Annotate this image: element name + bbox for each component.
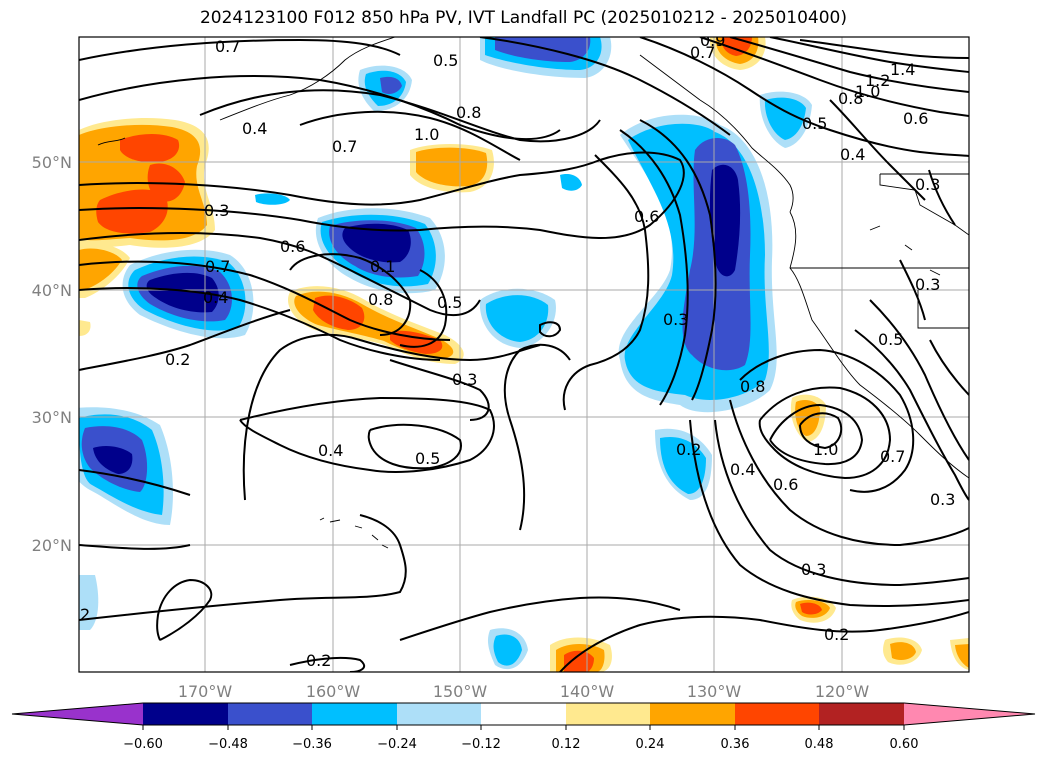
colorbar-bin bbox=[566, 703, 650, 725]
colorbar-bin bbox=[819, 703, 904, 725]
contour-label: 0.8 bbox=[838, 89, 863, 108]
contour-label: 1.4 bbox=[890, 60, 915, 79]
contour-label: 0.3 bbox=[452, 370, 477, 389]
contour-label: 0.6 bbox=[634, 207, 659, 226]
shaded-fields bbox=[79, 37, 969, 672]
contour-label: 0.7 bbox=[332, 137, 357, 156]
colorbar-tick-label: 0.12 bbox=[552, 737, 581, 752]
contour-label: 0.1 bbox=[370, 257, 395, 276]
contour-label: 0.3 bbox=[204, 201, 229, 220]
colorbar-tick-label: −0.24 bbox=[377, 737, 417, 752]
colorbar-extend-min bbox=[12, 703, 143, 725]
colorbar: −0.60 −0.48 −0.36 −0.24 −0.12 0.12 0.24 … bbox=[11, 702, 1036, 752]
contour-label: 0.3 bbox=[915, 275, 940, 294]
contour-label: 0.3 bbox=[930, 490, 955, 509]
contour-label: 0.5 bbox=[433, 51, 458, 70]
contour-label: 0.6 bbox=[773, 475, 798, 494]
map-background bbox=[79, 37, 969, 672]
longitude-labels: 170°W 160°W 150°W 140°W 130°W 120°W bbox=[178, 682, 870, 701]
contour-label: 0.3 bbox=[663, 310, 688, 329]
contour-label: 0.2 bbox=[676, 440, 701, 459]
contour-label: 0.4 bbox=[840, 145, 865, 164]
colorbar-tick-label: 0.36 bbox=[721, 737, 750, 752]
contour-label: 0.2 bbox=[824, 625, 849, 644]
contour-label: 0.4 bbox=[242, 119, 267, 138]
contour-label: 0.8 bbox=[368, 290, 393, 309]
map-title: 2024123100 F012 850 hPa PV, IVT Landfall… bbox=[199, 8, 847, 28]
contour-label: 0.2 bbox=[165, 350, 190, 369]
colorbar-tick-label: 0.24 bbox=[636, 737, 665, 752]
colorbar-bin bbox=[481, 703, 566, 725]
contour-label: 0.6 bbox=[903, 109, 928, 128]
contour-label: 0.3 bbox=[915, 175, 940, 194]
colorbar-tick-label: −0.60 bbox=[123, 737, 163, 752]
colorbar-tick-label: −0.48 bbox=[208, 737, 248, 752]
contour-label: 0.5 bbox=[415, 449, 440, 468]
lon-label: 170°W bbox=[178, 682, 233, 701]
contour-label: 2 bbox=[80, 605, 90, 624]
contour-label: 1.2 bbox=[865, 71, 890, 90]
contour-label: 0.7 bbox=[205, 257, 230, 276]
contour-label: 0.7 bbox=[880, 447, 905, 466]
colorbar-bin bbox=[735, 703, 819, 725]
contour-lines bbox=[79, 37, 969, 672]
contour-label: 0.9 bbox=[700, 31, 725, 50]
colorbar-bin bbox=[143, 703, 228, 725]
contour-labels: 0.7 0.5 0.7 0.9 1.4 1.2 1.0 0.8 0.6 0.4 … bbox=[80, 31, 955, 670]
colorbar-tick-label: 0.60 bbox=[890, 737, 919, 752]
coastlines bbox=[97, 37, 969, 549]
contour-label: 0.6 bbox=[280, 237, 305, 256]
colorbar-bin bbox=[312, 703, 397, 725]
contour-label: 0.8 bbox=[456, 103, 481, 122]
lon-label: 120°W bbox=[815, 682, 870, 701]
colorbar-tick-label: −0.36 bbox=[292, 737, 332, 752]
latitude-labels: 50°N 40°N 30°N 20°N bbox=[32, 153, 72, 555]
colorbar-tick-label: 0.48 bbox=[805, 737, 834, 752]
contour-label: 0.4 bbox=[730, 460, 755, 479]
lat-label: 50°N bbox=[32, 153, 72, 172]
lon-label: 150°W bbox=[433, 682, 488, 701]
contour-label: 0.8 bbox=[740, 377, 765, 396]
lat-label: 30°N bbox=[32, 408, 72, 427]
contour-label: 0.4 bbox=[318, 441, 343, 460]
contour-label: 1.0 bbox=[414, 125, 439, 144]
colorbar-bin bbox=[228, 703, 312, 725]
contour-label: 0.5 bbox=[878, 330, 903, 349]
contour-label: 0.5 bbox=[802, 114, 827, 133]
colorbar-tick-label: −0.12 bbox=[461, 737, 501, 752]
contour-label: 0.3 bbox=[801, 560, 826, 579]
map-frame bbox=[78, 36, 970, 673]
field-navy bbox=[93, 164, 741, 474]
colorbar-extend-max bbox=[904, 703, 1035, 725]
contour-label: 0.7 bbox=[215, 37, 240, 56]
contour-label: 0.5 bbox=[437, 293, 462, 312]
colorbar-bin bbox=[650, 703, 735, 725]
lon-label: 130°W bbox=[687, 682, 742, 701]
lat-label: 40°N bbox=[32, 281, 72, 300]
contour-label: 1.0 bbox=[813, 440, 838, 459]
contour-label: 1.0 bbox=[855, 82, 880, 101]
lat-label: 20°N bbox=[32, 536, 72, 555]
lon-label: 140°W bbox=[560, 682, 615, 701]
contour-label: 0.4 bbox=[203, 288, 228, 307]
contour-label: 0.7 bbox=[690, 43, 715, 62]
contour-label: 0.2 bbox=[306, 651, 331, 670]
lon-label: 160°W bbox=[306, 682, 361, 701]
colorbar-bin bbox=[397, 703, 481, 725]
